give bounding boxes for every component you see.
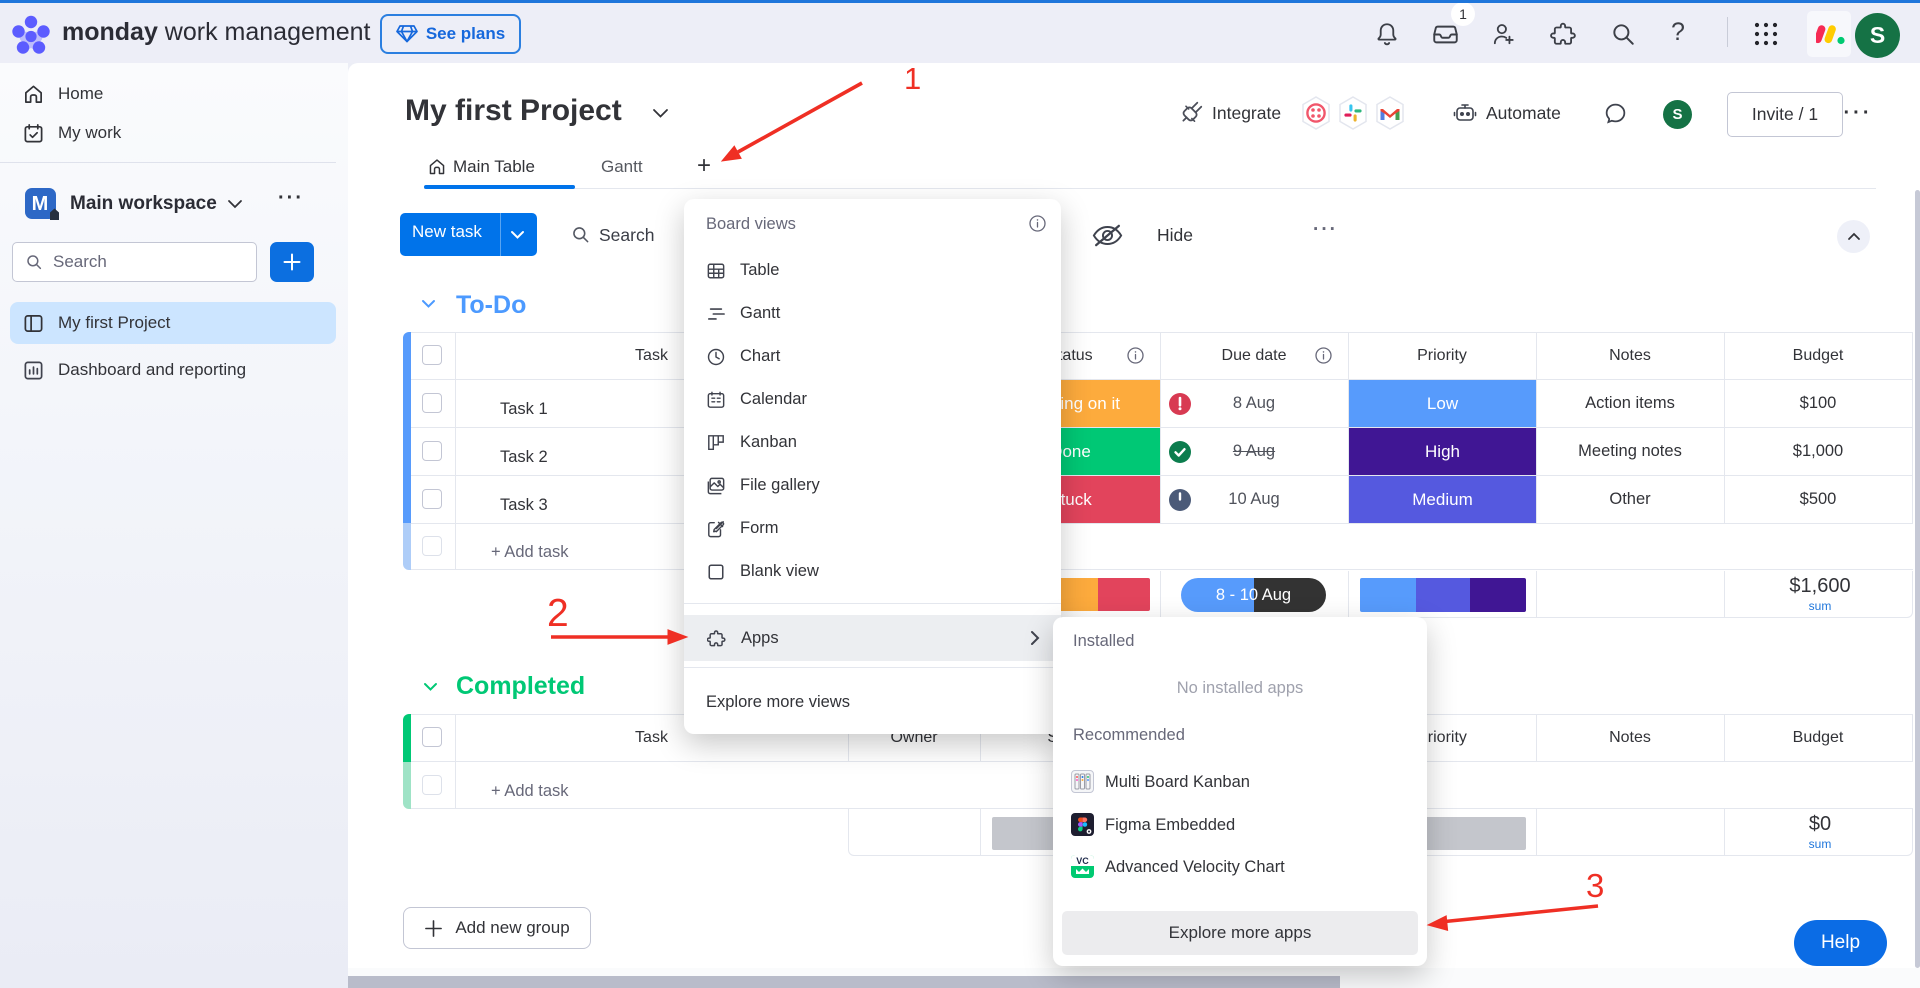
svg-text:M: M <box>32 193 49 215</box>
svg-text:VC: VC <box>1076 856 1089 866</box>
